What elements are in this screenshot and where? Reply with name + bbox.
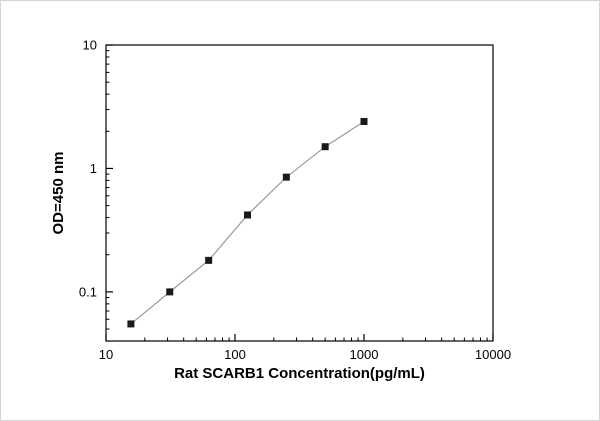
data-point-marker: [360, 118, 368, 126]
y-axis-label: OD=450 nm: [50, 152, 67, 235]
data-point-marker: [205, 256, 213, 264]
data-point-marker: [244, 211, 252, 219]
x-tick-label: 10: [99, 347, 113, 362]
plot-frame: [105, 44, 494, 342]
data-point-marker: [321, 143, 329, 151]
x-tick-label: 10000: [475, 347, 511, 362]
data-point-marker: [282, 173, 290, 181]
y-tick-label: 0.1: [79, 284, 97, 299]
x-tick-label: 100: [224, 347, 246, 362]
x-tick-label: 1000: [350, 347, 379, 362]
y-tick-label: 10: [83, 38, 97, 53]
data-point-marker: [166, 288, 174, 296]
data-point-marker: [127, 320, 135, 328]
x-axis-label: Rat SCARB1 Concentration(pg/mL): [174, 365, 425, 382]
y-tick-label: 1: [90, 161, 97, 176]
